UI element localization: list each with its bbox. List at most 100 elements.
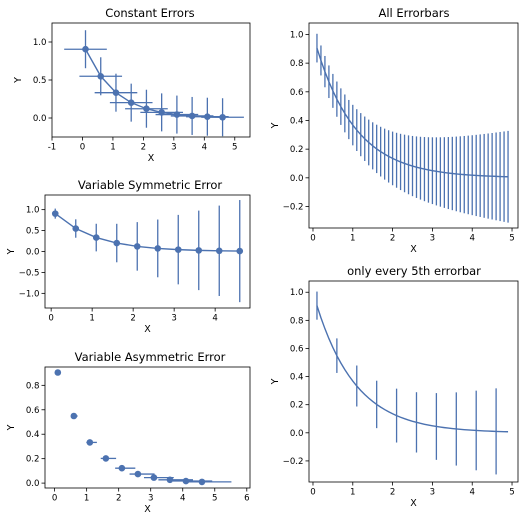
series-line [54,213,240,252]
x-tick-label: 5 [232,143,237,153]
data-point [127,99,135,106]
x-tick-label: 0 [48,314,53,324]
plot-area [64,30,244,137]
x-tick-label: 4 [469,488,474,498]
title-variable-asymmetric-error: Variable Asymmetric Error [75,350,226,364]
y-axis-label: Y [13,77,24,84]
y-tick-label: 0.2 [290,145,304,155]
data-point [51,210,59,217]
x-axis-label: X [144,504,151,515]
data-point [72,225,80,232]
x-tick-label: 2 [390,234,395,244]
x-tick-label: 3 [430,234,435,244]
x-tick-label: 4 [469,234,474,244]
data-point [150,474,158,481]
series-line [316,305,509,433]
y-tick-label: 0.8 [26,381,40,391]
data-point [158,109,165,116]
data-point [134,470,142,478]
data-point [54,369,62,376]
x-tick-label: 0 [80,143,85,153]
y-tick-label: 0.4 [290,373,304,383]
x-tick-label: 0 [310,488,315,498]
data-point [188,112,196,120]
data-point [102,455,110,462]
y-axis-label: Y [270,122,281,129]
data-point [112,89,120,96]
y-tick-label: 0.8 [290,316,304,326]
y-tick-label: −0.2 [283,202,304,212]
x-tick-label: 3 [430,488,435,498]
y-tick-label: 0.0 [26,248,40,258]
x-tick-label: 6 [244,494,249,504]
y-tick-label: 0.8 [290,59,304,69]
data-point [236,247,244,255]
panel-all-errorbars: All Errorbars 0 1 2 3 4 5 −0.2 0.0 0.2 0.4 0.6 0.8 1… [270,6,519,255]
data-point [182,477,190,485]
data-point [86,439,94,446]
data-point [204,113,211,121]
axes-frame [308,22,519,229]
x-axis-label: X [148,153,155,164]
y-tick-label: 0.2 [290,401,304,411]
data-point [219,113,226,121]
y-tick-label: 0.0 [33,114,47,124]
data-point [154,245,162,252]
series-line [316,47,509,178]
y-tick-label: −0.5 [19,268,40,278]
x-tick-label: 0 [52,494,57,504]
data-point [92,234,100,241]
data-point [97,72,105,80]
y-tick-label: 0.6 [290,344,304,354]
y-tick-label: 1.0 [290,288,304,298]
data-point [195,247,203,254]
title-every-5th-errorbar: only every 5th errorbar [347,264,481,278]
x-tick-label: 1 [84,494,89,504]
title-all-errorbars: All Errorbars [378,6,449,20]
data-point [70,412,78,420]
plot-area [316,33,509,223]
plot-area [316,291,509,475]
y-tick-label: 0.0 [290,174,304,184]
y-tick-label: 0.0 [26,479,40,489]
x-tick-label: 1 [89,314,94,324]
y-tick-label: 0.6 [290,88,304,98]
data-point [215,247,223,255]
x-tick-label: 2 [141,143,146,153]
axes-frame [308,280,519,483]
x-tick-label: 4 [202,143,207,153]
x-tick-label: 3 [171,314,176,324]
plot-area [54,369,232,486]
data-point [143,105,150,113]
x-tick-label: 2 [130,314,135,324]
y-tick-label: −0.2 [283,457,304,467]
data-point [198,478,206,486]
title-variable-symmetric-error: Variable Symmetric Error [78,178,223,192]
y-tick-label: 0.4 [290,116,304,126]
panel-variable-symmetric-error: Variable Symmetric Error 0 1 2 3 4 −1.0 −0.5 0.… [6,178,251,335]
x-tick-label: 4 [180,494,185,504]
x-tick-label: 2 [390,488,395,498]
x-tick-label: 5 [509,234,514,244]
data-point [133,243,141,250]
plot-area [51,200,244,303]
x-tick-label: 3 [171,143,176,153]
y-axis-label: Y [6,248,17,255]
x-tick-label: 0 [310,234,315,244]
y-tick-label: 0.6 [26,406,40,416]
x-axis-label: X [410,498,417,509]
data-point [82,45,89,53]
x-tick-label: 1 [350,488,355,498]
x-tick-label: 1 [350,234,355,244]
x-tick-label: 5 [509,488,514,498]
y-tick-label: 0.2 [26,455,40,465]
y-tick-label: 1.0 [33,38,47,48]
y-axis-label: Y [270,378,281,385]
data-point [113,239,121,247]
x-tick-label: 4 [212,314,217,324]
series-line [84,48,223,118]
x-tick-label: 1 [110,143,115,153]
y-tick-label: 0.0 [290,429,304,439]
title-constant-errors: Constant Errors [105,6,194,20]
